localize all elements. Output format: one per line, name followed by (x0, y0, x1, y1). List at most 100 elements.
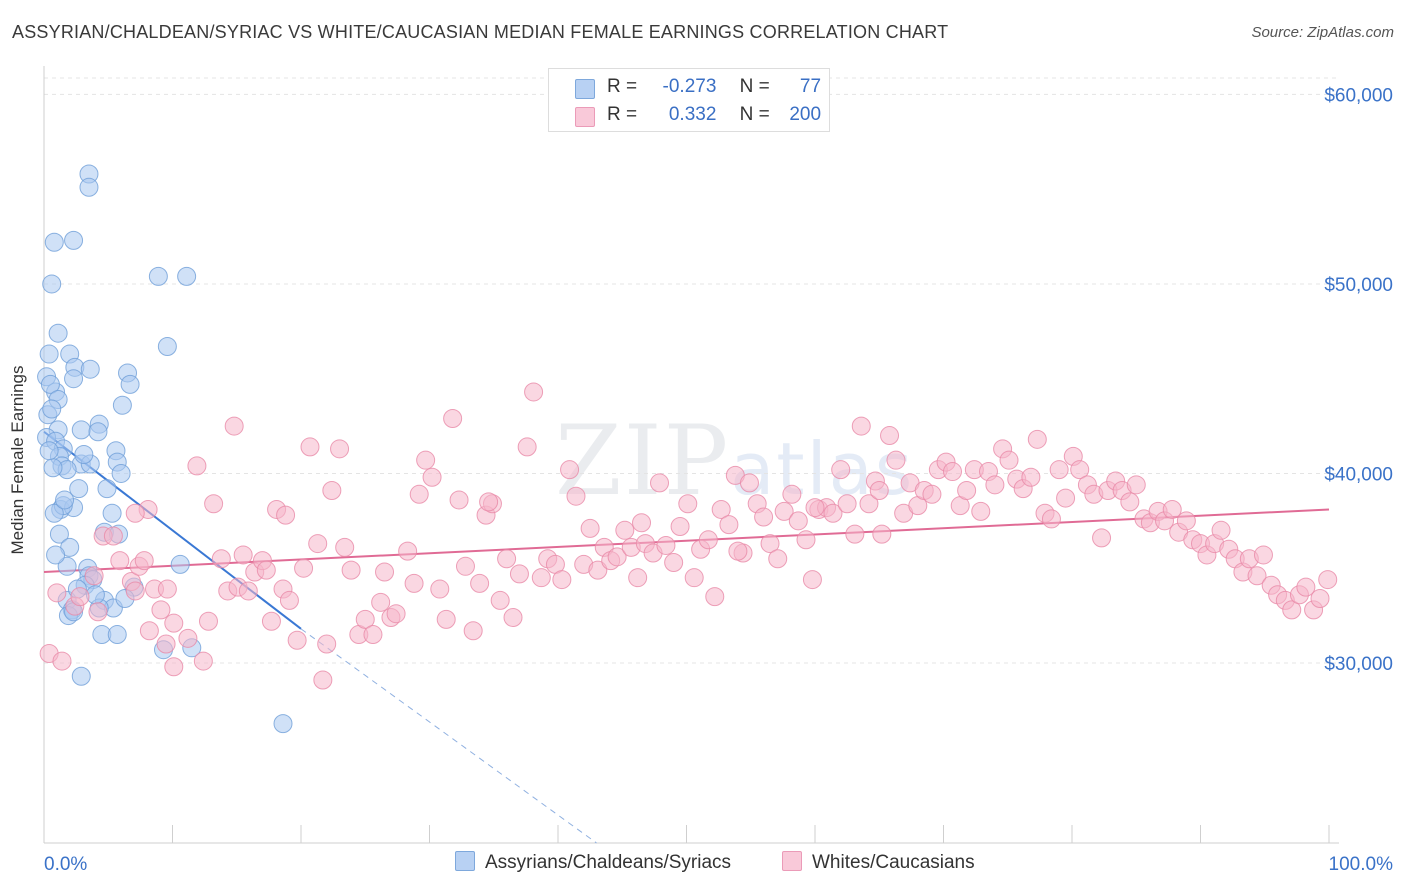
white-point (632, 513, 652, 533)
white-point (1021, 467, 1041, 487)
assyrian-point (74, 445, 94, 464)
white-point (233, 545, 253, 565)
assyrian-point (111, 463, 131, 483)
assyrian-trend-extension (300, 628, 597, 844)
white-point (531, 568, 551, 588)
legend-n-value-white: 200 (789, 104, 822, 125)
white-point (845, 524, 865, 544)
white-point (1296, 577, 1316, 597)
white-point (52, 651, 72, 671)
white-point (971, 501, 991, 521)
white-point (224, 416, 244, 436)
white-point (404, 573, 424, 593)
white-point (110, 551, 130, 571)
assyrian-point (177, 266, 197, 286)
white-point (455, 556, 475, 576)
assyrian-point (42, 274, 62, 294)
white-point (1126, 475, 1146, 495)
white-point (1070, 460, 1090, 480)
legend-r-label: R = (607, 76, 638, 97)
white-point (398, 541, 418, 561)
white-point (386, 604, 406, 624)
white-point (125, 581, 145, 601)
white-point (872, 524, 892, 544)
assyrian-point (120, 374, 140, 394)
white-point (139, 621, 159, 641)
white-point (430, 579, 450, 599)
white-point (363, 625, 383, 645)
legend-r-label: R = (607, 104, 638, 125)
white-point (760, 534, 780, 554)
white-point (774, 501, 794, 521)
assyrian-point (79, 177, 99, 197)
assyrian-point (49, 524, 69, 544)
white-point (300, 437, 320, 457)
white-point (1056, 488, 1076, 508)
white-point (719, 515, 739, 535)
white-point (859, 494, 879, 514)
white-point (193, 651, 213, 671)
white-point (802, 570, 822, 590)
white-point (615, 520, 635, 540)
white-point (628, 568, 648, 588)
white-point (823, 503, 843, 523)
white-point (607, 547, 627, 567)
white-point (886, 450, 906, 470)
source-label: Source: ZipAtlas.com (1251, 24, 1394, 41)
assyrian-point (80, 359, 100, 379)
white-point (1211, 520, 1231, 540)
white-point (125, 503, 145, 523)
white-point (355, 609, 375, 629)
assyrian-point (107, 625, 127, 645)
white-point (276, 505, 296, 525)
y-tick-label: $50,000 (1324, 275, 1393, 296)
white-point (84, 566, 104, 586)
white-point (1247, 566, 1267, 586)
white-point (768, 549, 788, 569)
white-point (422, 467, 442, 487)
white-point (524, 382, 544, 402)
white-point (294, 558, 314, 578)
white-point (985, 475, 1005, 495)
legend-swatch-assyrian (575, 79, 595, 99)
white-point (187, 456, 207, 476)
white-point (678, 494, 698, 514)
white-point (957, 481, 977, 501)
assyrian-point (69, 479, 89, 499)
assyrian-point (97, 479, 117, 499)
white-point (670, 517, 690, 537)
white-point (999, 450, 1019, 470)
x-tick-label: 100.0% (1329, 854, 1394, 875)
white-point (754, 507, 774, 527)
legend-row-assyrian: R = -0.273 N = 77 (575, 76, 821, 99)
bottom-legend-label-assyrian: Assyrians/Chaldeans/Syriacs (485, 852, 732, 873)
white-point (588, 560, 608, 580)
y-tick-label: $30,000 (1324, 654, 1393, 675)
white-point (509, 564, 529, 584)
white-point (851, 416, 871, 436)
white-point (375, 562, 395, 582)
white-point (788, 511, 808, 531)
white-point (922, 484, 942, 504)
assyrian-point (44, 232, 64, 252)
white-point (1162, 499, 1182, 519)
white-point (1092, 528, 1112, 548)
bottom-legend-swatch-white (782, 851, 802, 871)
white-point (552, 570, 572, 590)
assyrian-point (46, 545, 66, 565)
white-point (739, 473, 759, 493)
white-point (705, 587, 725, 607)
white-point (805, 498, 825, 518)
bottom-legend-swatch-assyrian (455, 851, 475, 871)
white-point (47, 583, 67, 603)
white-point (204, 494, 224, 514)
white-point (341, 560, 361, 580)
white-point (211, 549, 231, 569)
white-point (503, 607, 523, 627)
white-point (869, 481, 889, 501)
assyrian-point (157, 336, 177, 356)
white-point (1176, 511, 1196, 531)
white-point (335, 537, 355, 557)
white-point (371, 592, 391, 612)
